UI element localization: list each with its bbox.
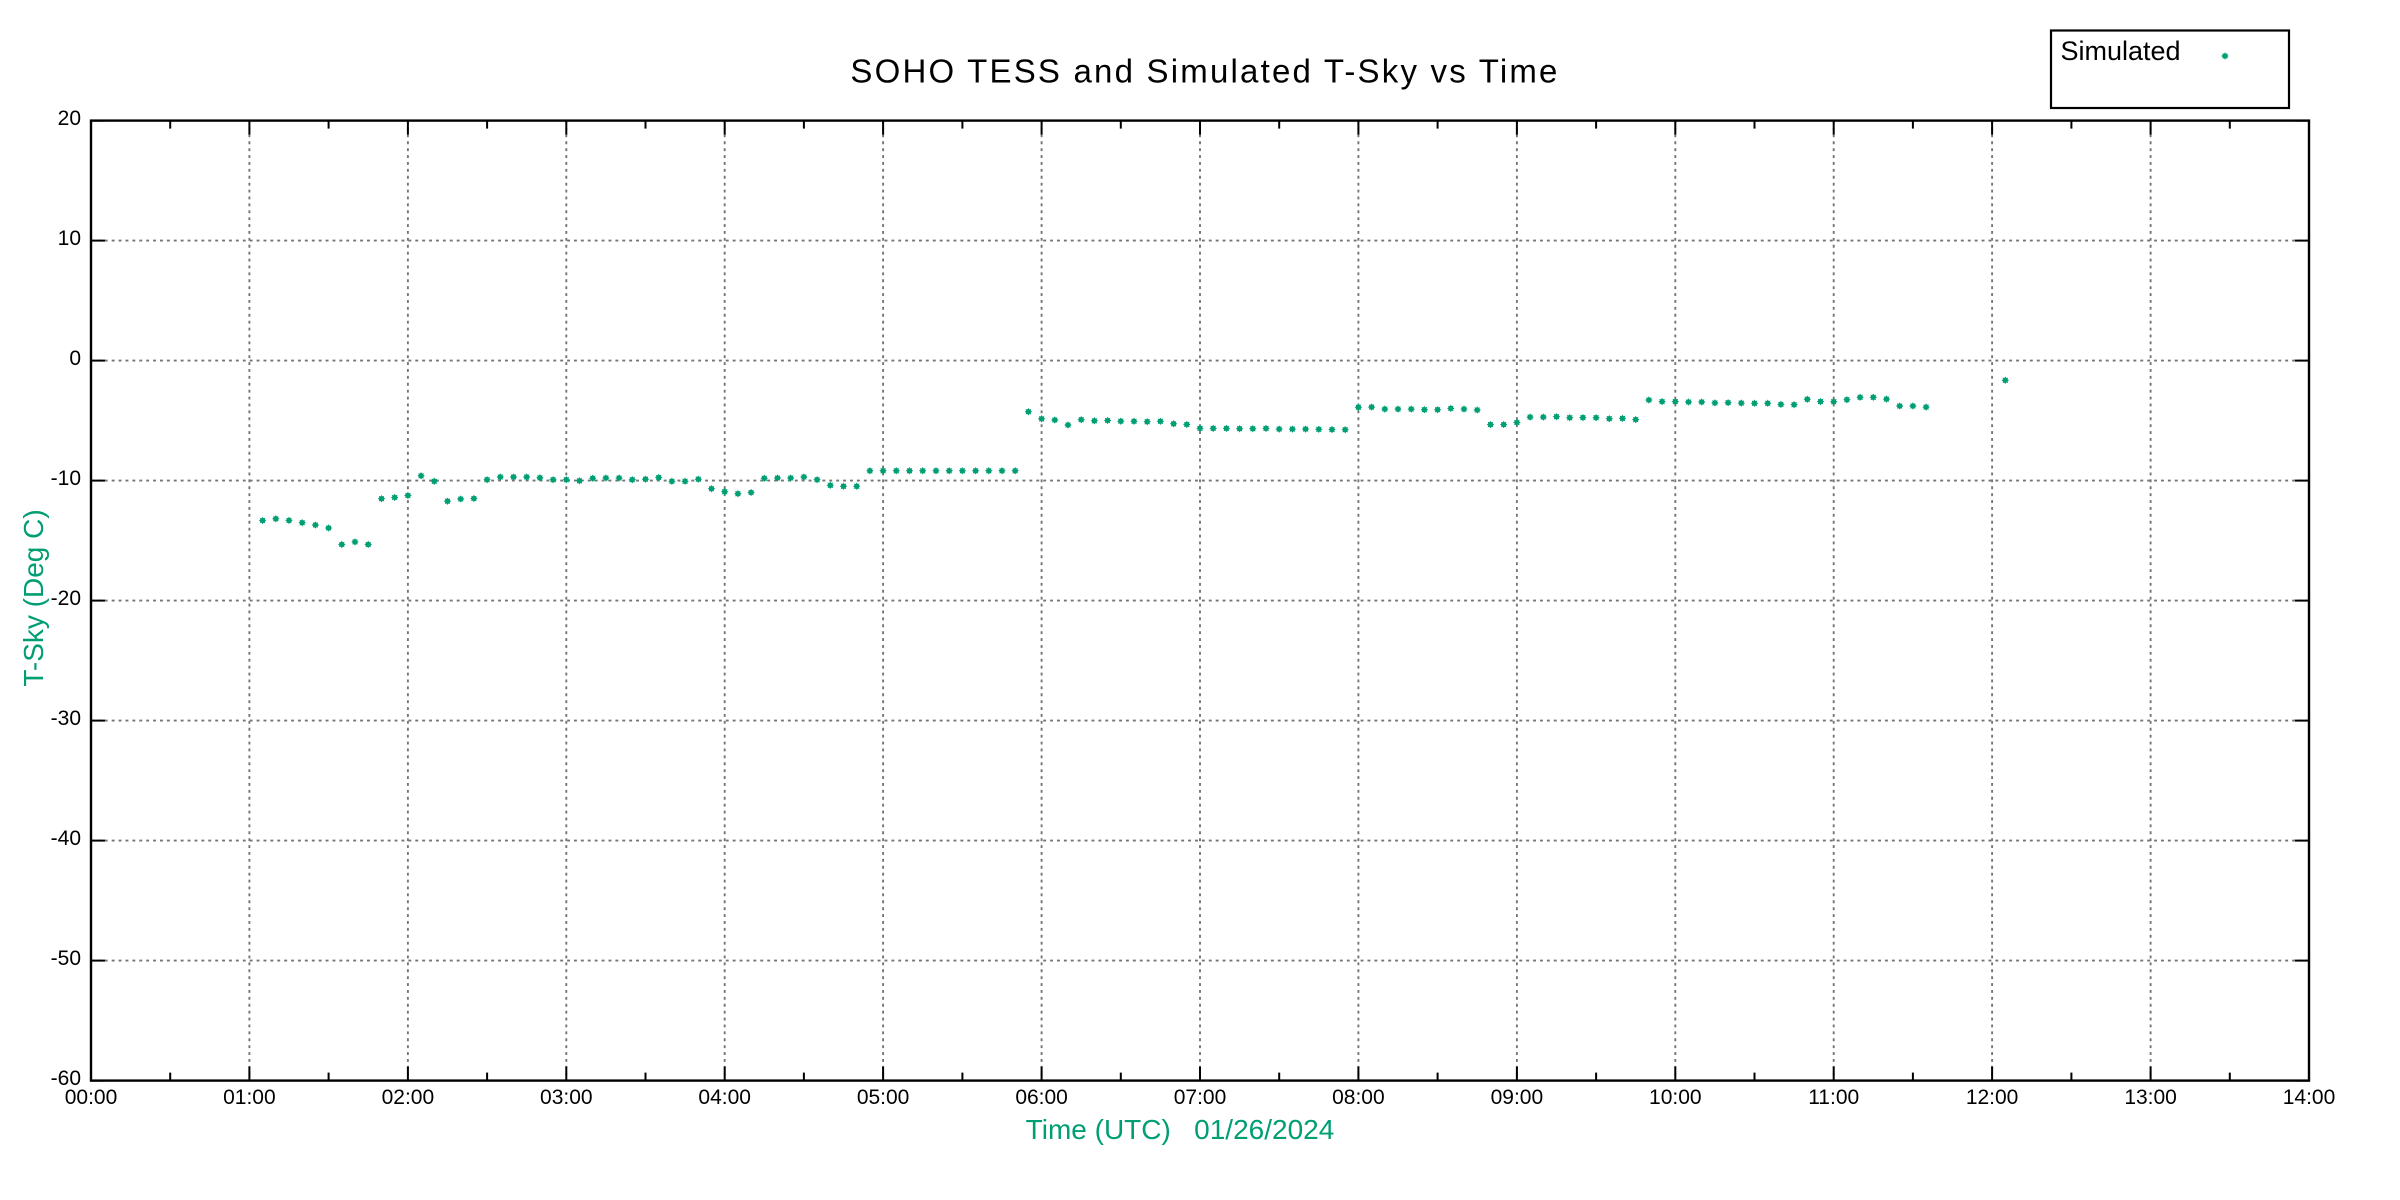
- svg-text:-50: -50: [51, 947, 81, 970]
- svg-text:01:00: 01:00: [223, 1086, 276, 1109]
- svg-text:0: 0: [69, 347, 81, 370]
- svg-text:11:00: 11:00: [1808, 1086, 1859, 1109]
- svg-text:10: 10: [58, 227, 81, 250]
- svg-text:04:00: 04:00: [698, 1086, 751, 1109]
- svg-text:14:00: 14:00: [2283, 1086, 2336, 1109]
- svg-text:12:00: 12:00: [1966, 1086, 2019, 1109]
- svg-text:13:00: 13:00: [2124, 1086, 2177, 1109]
- svg-text:-30: -30: [51, 707, 81, 730]
- svg-text:03:00: 03:00: [540, 1086, 593, 1109]
- svg-text:20: 20: [58, 107, 81, 130]
- svg-text:05:00: 05:00: [857, 1086, 910, 1109]
- svg-text:Time (UTC) 01/26/2024: Time (UTC) 01/26/2024: [1026, 1114, 1335, 1145]
- svg-text:-20: -20: [51, 587, 81, 610]
- svg-text:T-Sky (Deg C): T-Sky (Deg C): [18, 509, 49, 686]
- svg-text:07:00: 07:00: [1174, 1086, 1227, 1109]
- svg-text:02:00: 02:00: [382, 1086, 435, 1109]
- svg-text:-10: -10: [51, 467, 81, 490]
- svg-text:09:00: 09:00: [1491, 1086, 1544, 1109]
- svg-text:00:00: 00:00: [65, 1086, 118, 1109]
- svg-text:10:00: 10:00: [1649, 1086, 1702, 1109]
- svg-text:08:00: 08:00: [1332, 1086, 1385, 1109]
- svg-text:-40: -40: [51, 827, 81, 850]
- svg-text:-60: -60: [51, 1067, 81, 1090]
- svg-text:Simulated: Simulated: [2061, 36, 2181, 66]
- svg-text:SOHO TESS and Simulated T-Sky: SOHO TESS and Simulated T-Sky vs Time: [850, 53, 1559, 90]
- svg-text:06:00: 06:00: [1015, 1086, 1068, 1109]
